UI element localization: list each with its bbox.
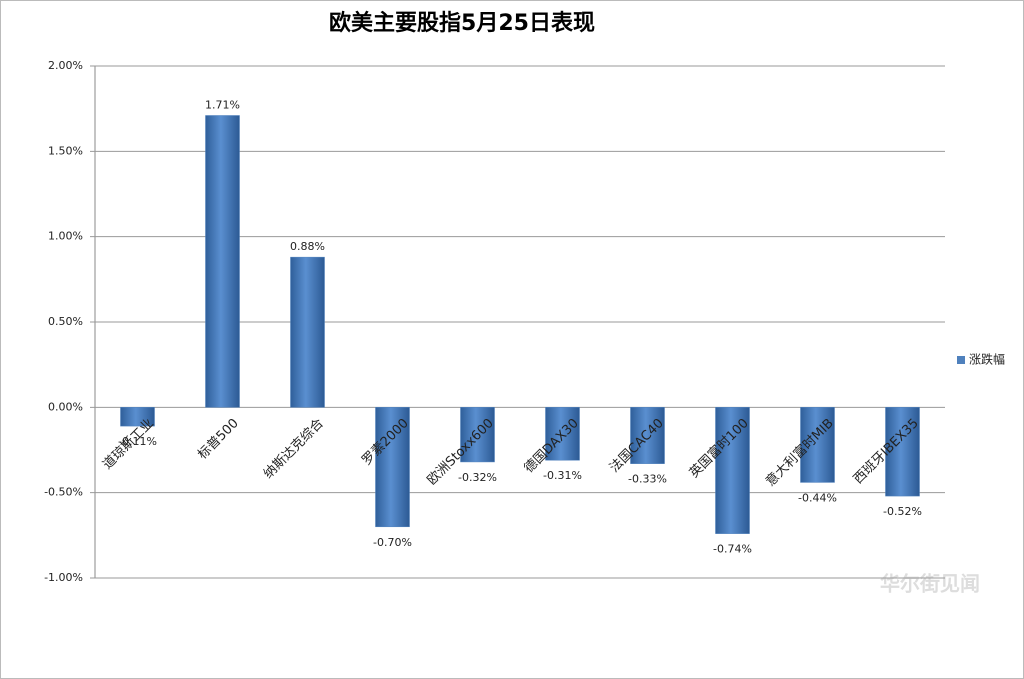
bar: [120, 407, 155, 427]
value-label: 0.88%: [290, 240, 325, 253]
y-tick-label: -0.50%: [44, 486, 83, 499]
value-label: -0.33%: [628, 473, 667, 486]
value-label: 1.71%: [205, 98, 240, 111]
y-tick-label: -1.00%: [44, 571, 83, 584]
bar: [630, 407, 665, 464]
y-tick-label: 0.50%: [48, 315, 83, 328]
value-label: -0.31%: [543, 469, 582, 482]
value-label: -0.74%: [713, 543, 752, 556]
legend-label: 涨跌幅: [969, 352, 1005, 367]
y-tick-label: 0.00%: [48, 400, 83, 413]
bar: [885, 407, 920, 497]
bar: [205, 115, 240, 408]
legend-swatch: [957, 356, 965, 364]
y-tick-label: 1.00%: [48, 230, 83, 243]
value-label: -0.11%: [118, 435, 157, 448]
value-label: -0.52%: [883, 505, 922, 518]
bar: [715, 407, 750, 534]
bar: [460, 407, 495, 463]
bar: [545, 407, 580, 461]
bar: [290, 256, 325, 408]
value-label: -0.32%: [458, 471, 497, 484]
chart-title: 欧美主要股指5月25日表现: [329, 10, 595, 36]
watermark: 华尔街见闻: [880, 572, 980, 596]
y-tick-label: 2.00%: [48, 59, 83, 72]
bar: [375, 407, 410, 528]
value-label: -0.44%: [798, 491, 837, 504]
y-tick-label: 1.50%: [48, 144, 83, 157]
value-label: -0.70%: [373, 536, 412, 549]
bar: [800, 407, 835, 483]
